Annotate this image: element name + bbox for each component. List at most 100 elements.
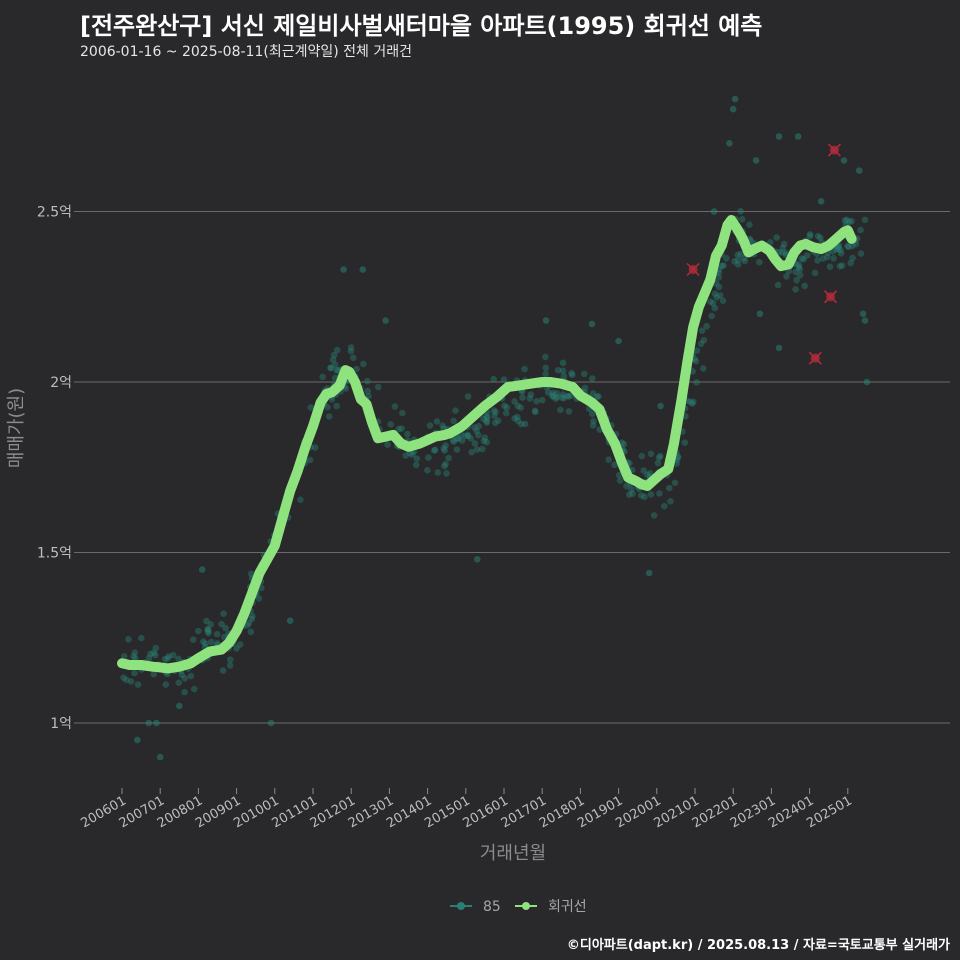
data-point <box>333 346 341 354</box>
data-point <box>267 719 275 727</box>
data-point <box>359 266 367 273</box>
data-point <box>205 629 212 637</box>
data-point <box>563 392 571 400</box>
data-point <box>647 491 655 498</box>
data-point <box>353 365 360 373</box>
data-point <box>719 297 727 305</box>
data-point <box>169 651 177 659</box>
data-point <box>325 413 333 420</box>
data-point <box>552 395 560 403</box>
data-point <box>226 662 234 669</box>
data-point <box>544 389 552 396</box>
data-point <box>207 638 215 646</box>
data-point <box>491 412 498 420</box>
data-point <box>441 447 448 454</box>
data-point <box>450 417 457 425</box>
data-point <box>681 439 689 446</box>
data-point <box>187 672 195 680</box>
data-point <box>491 419 499 427</box>
data-point <box>549 393 557 400</box>
data-point <box>616 477 624 484</box>
data-point <box>703 322 710 330</box>
data-point <box>452 407 459 414</box>
data-point <box>741 257 749 265</box>
data-point <box>806 232 814 240</box>
data-point <box>475 431 482 439</box>
data-point <box>483 417 490 425</box>
data-point <box>848 217 855 225</box>
data-point <box>218 620 225 628</box>
data-point <box>594 393 601 400</box>
data-point <box>203 617 210 625</box>
data-point <box>458 437 466 444</box>
data-point <box>565 408 573 415</box>
data-point <box>324 403 331 411</box>
data-point <box>720 262 727 269</box>
data-point <box>542 370 549 378</box>
data-point <box>605 456 612 464</box>
data-point <box>557 406 564 414</box>
data-point <box>532 408 539 416</box>
legend-points-swatch <box>457 902 465 910</box>
data-point <box>311 444 319 451</box>
y-tick-label-1: 1.5억 <box>37 546 72 562</box>
data-point <box>774 281 782 289</box>
data-point <box>859 310 867 318</box>
data-point <box>442 442 450 449</box>
data-point <box>350 354 357 362</box>
data-point <box>455 435 462 442</box>
data-point <box>654 459 662 467</box>
data-point <box>656 490 663 497</box>
data-point <box>837 246 844 254</box>
data-point <box>644 471 651 479</box>
data-point <box>778 249 786 256</box>
data-point <box>164 655 171 662</box>
data-point <box>474 556 481 563</box>
data-point <box>857 226 864 234</box>
data-point <box>521 420 529 428</box>
data-point <box>661 502 668 510</box>
data-point <box>481 434 489 441</box>
data-point <box>219 667 227 674</box>
data-point <box>686 398 694 406</box>
data-point <box>202 640 209 647</box>
data-point <box>445 454 452 462</box>
data-point <box>845 243 852 251</box>
data-point <box>734 251 741 259</box>
data-point <box>625 491 633 499</box>
data-point <box>152 651 159 659</box>
data-point <box>723 254 730 262</box>
x-axis-ticks: 2006012007012008012009012010012011012012… <box>79 788 855 831</box>
data-point <box>413 455 421 463</box>
data-point <box>467 435 475 442</box>
data-point <box>514 402 522 410</box>
data-point <box>220 610 227 617</box>
data-point <box>130 653 137 660</box>
chart-title: [전주완산구] 서신 제일비사벌새터마을 아파트(1995) 회귀선 예측 <box>80 12 763 40</box>
data-point <box>248 615 255 623</box>
outlier-cross-2 <box>824 290 838 304</box>
data-point <box>514 417 522 425</box>
data-point <box>153 719 160 727</box>
y-axis-label: 매매가(원) <box>6 388 27 468</box>
data-point <box>793 276 800 284</box>
data-point <box>711 290 719 298</box>
data-point <box>615 337 622 345</box>
data-point <box>249 613 256 620</box>
data-point <box>431 446 439 454</box>
data-point <box>861 216 869 224</box>
data-point <box>628 485 635 493</box>
data-point <box>589 375 596 382</box>
data-point <box>666 484 673 492</box>
data-point <box>549 392 556 399</box>
data-point <box>826 263 834 271</box>
data-point <box>553 393 561 401</box>
legend-regression-label: 회귀선 <box>548 899 587 915</box>
data-point <box>327 364 335 372</box>
data-point <box>503 404 511 411</box>
data-point <box>817 198 825 205</box>
data-point <box>514 413 521 421</box>
data-point <box>734 261 742 268</box>
data-point <box>533 397 540 405</box>
data-point <box>391 403 399 410</box>
